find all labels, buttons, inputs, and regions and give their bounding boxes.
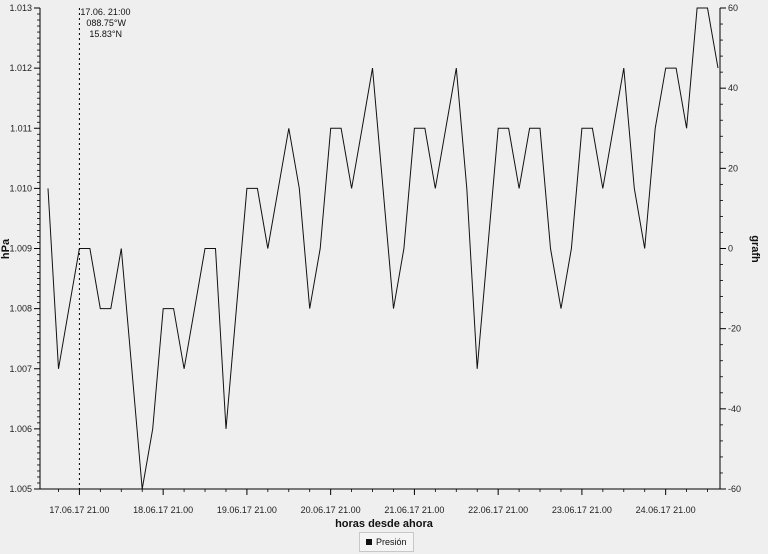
- x-tick-label: 21.06.17 21.00: [384, 505, 444, 515]
- left-tick-label: 1.006: [9, 424, 32, 434]
- x-tick-label: 20.06.17 21.00: [301, 505, 361, 515]
- left-axis-title: hPa: [0, 238, 12, 259]
- left-tick-label: 1.011: [10, 123, 32, 133]
- left-tick-label: 1.012: [9, 63, 32, 73]
- x-tick-label: 18.06.17 21.00: [133, 505, 193, 515]
- cursor-annotation-line: 15.83°N: [89, 29, 122, 39]
- legend-swatch-icon: [366, 539, 372, 545]
- right-tick-label: 20: [728, 163, 738, 173]
- x-tick-label: 19.06.17 21.00: [217, 505, 277, 515]
- plot-area: [40, 8, 720, 489]
- left-tick-label: 1.009: [9, 244, 32, 254]
- cursor-annotation-line: 088.75°W: [86, 18, 126, 28]
- x-tick-label: 22.06.17 21.00: [468, 505, 528, 515]
- chart-legend: Presión: [359, 532, 414, 552]
- right-tick-label: -40: [728, 404, 741, 414]
- cursor-annotation-line: 17.06. 21:00: [80, 7, 130, 17]
- x-tick-label: 23.06.17 21.00: [552, 505, 612, 515]
- right-tick-label: 0: [728, 244, 733, 254]
- right-tick-label: -60: [728, 484, 741, 494]
- right-tick-label: 40: [728, 83, 738, 93]
- legend-label-presion: Presión: [376, 537, 407, 547]
- series-line-presion: [47, 7, 719, 490]
- x-tick-label: 17.06.17 21.00: [49, 505, 109, 515]
- right-tick-label: 60: [728, 3, 738, 13]
- left-tick-label: 1.010: [9, 183, 32, 193]
- left-tick-label: 1.007: [9, 364, 32, 374]
- left-tick-label: 1.013: [9, 3, 32, 13]
- left-tick-label: 1.008: [9, 304, 32, 314]
- right-tick-label: -20: [728, 324, 741, 334]
- left-tick-label: 1.005: [9, 484, 32, 494]
- x-tick-label: 24.06.17 21.00: [636, 505, 696, 515]
- x-axis-title: horas desde ahora: [335, 518, 434, 530]
- right-axis-title: grafh: [749, 235, 761, 263]
